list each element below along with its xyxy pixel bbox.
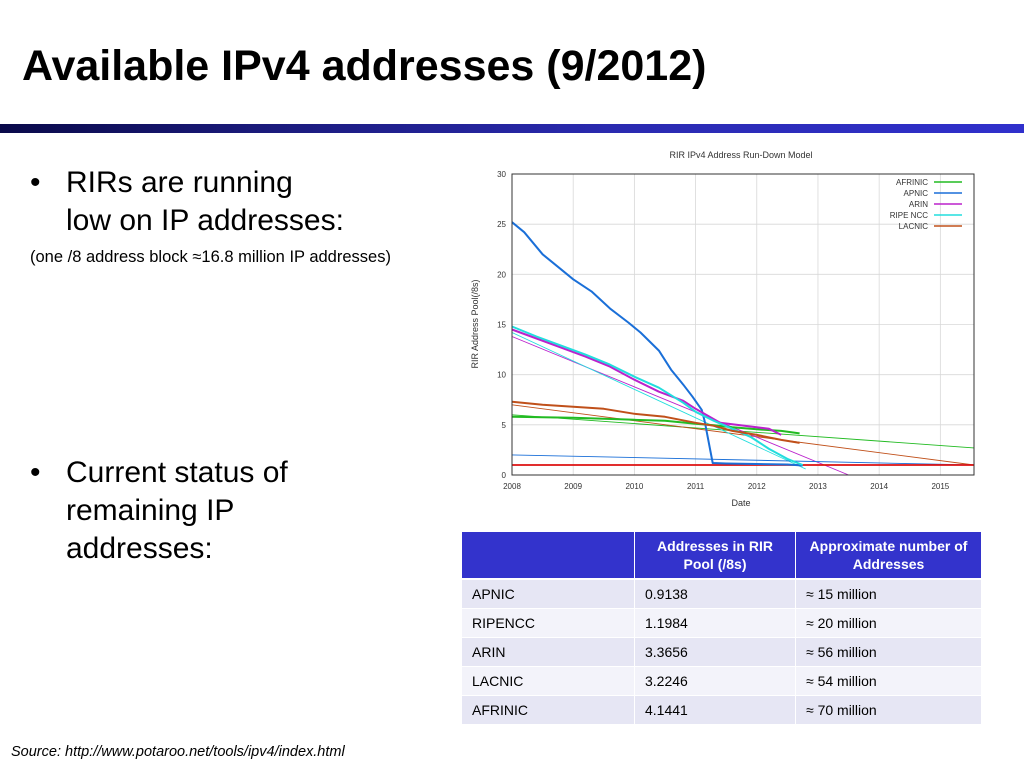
bullet-line: RIRs are running [66, 166, 293, 199]
table-row: ARIN 3.3656 ≈ 56 million [462, 637, 982, 667]
x-axis-label: Date [731, 498, 750, 508]
x-tick-label: 2008 [503, 482, 521, 491]
cell-approx: ≈ 15 million [795, 579, 982, 609]
bullet-line: low on IP addresses: [66, 204, 344, 237]
cell-rir: APNIC [462, 579, 635, 609]
table-row: LACNIC 3.2246 ≈ 54 million [462, 666, 982, 696]
title-divider [0, 124, 1024, 133]
chart-series [511, 221, 804, 467]
projection-line [511, 404, 975, 466]
table-header-row: Addresses in RIR Pool (/8s) Approximate … [462, 532, 982, 580]
source-citation: Source: http://www.potaroo.net/tools/ipv… [11, 744, 345, 760]
bullet-text: Current status of remaining IP addresses… [66, 454, 288, 568]
cell-approx: ≈ 56 million [795, 637, 982, 667]
cell-pool: 0.9138 [634, 579, 796, 609]
x-tick-label: 2013 [809, 482, 827, 491]
rir-status-table: Addresses in RIR Pool (/8s) Approximate … [462, 532, 982, 725]
bullet-marker: • [30, 166, 41, 199]
legend-label: LACNIC [899, 222, 929, 231]
y-tick-label: 25 [497, 220, 506, 229]
legend-label: RIPE NCC [890, 211, 928, 220]
cell-rir: ARIN [462, 637, 635, 667]
bullet-line: Current status of [66, 456, 288, 489]
cell-pool: 3.2246 [634, 666, 796, 696]
series-line-lacnic [511, 400, 800, 444]
chart-legend: AFRINIC APNIC ARIN RIPE NCC LACNIC [890, 178, 962, 231]
cell-rir: RIPENCC [462, 608, 635, 638]
x-tick-label: 2010 [625, 482, 643, 491]
legend-label: AFRINIC [896, 178, 928, 187]
ipv4-rundown-chart: RIR IPv4 Address Run-Down Model 0 5 10 15 20… [470, 150, 975, 508]
cell-pool: 4.1441 [634, 695, 796, 725]
x-tick-label: 2015 [931, 482, 949, 491]
chart-projection-lines [511, 332, 975, 476]
cell-approx: ≈ 20 million [795, 608, 982, 638]
bullet-text: RIRs are running low on IP addresses: [66, 164, 344, 240]
table-row: AFRINIC 4.1441 ≈ 70 million [462, 695, 982, 725]
cell-approx: ≈ 70 million [795, 695, 982, 725]
y-tick-label: 0 [502, 471, 507, 480]
cell-rir: AFRINIC [462, 695, 635, 725]
bullet-line: addresses: [66, 532, 213, 565]
chart-tick-labels: 0 5 10 15 20 25 30 2008 2009 2010 2011 2012 2013 2014… [497, 170, 950, 491]
address-block-note: (one /8 address block ≈16.8 million IP a… [30, 248, 391, 266]
column-header-rir [462, 532, 635, 580]
y-axis-label: RIR Address Pool(/8s) [470, 279, 480, 368]
y-tick-label: 30 [497, 170, 506, 179]
bullet-marker: • [30, 456, 41, 489]
y-tick-label: 15 [497, 321, 506, 330]
projection-line [511, 332, 806, 470]
legend-label: ARIN [909, 200, 928, 209]
x-tick-label: 2012 [748, 482, 766, 491]
x-tick-label: 2014 [870, 482, 888, 491]
projection-line [511, 336, 849, 476]
cell-pool: 1.1984 [634, 608, 796, 638]
legend-label: APNIC [904, 189, 929, 198]
y-tick-label: 10 [497, 371, 506, 380]
projection-line [511, 454, 975, 466]
table-row: RIPENCC 1.1984 ≈ 20 million [462, 608, 982, 638]
plot-frame [511, 173, 975, 476]
series-line-apnic [511, 221, 803, 467]
x-tick-label: 2011 [687, 482, 705, 491]
cell-rir: LACNIC [462, 666, 635, 696]
series-line-afrinic [511, 415, 800, 435]
y-tick-label: 20 [497, 270, 506, 279]
bullet-line: remaining IP [66, 494, 235, 527]
x-tick-label: 2009 [564, 482, 582, 491]
series-line-arin [511, 328, 782, 436]
column-header-approx: Approximate number of Addresses [795, 532, 982, 580]
chart-title: RIR IPv4 Address Run-Down Model [669, 150, 812, 160]
cell-approx: ≈ 54 million [795, 666, 982, 696]
cell-pool: 3.3656 [634, 637, 796, 667]
y-tick-label: 5 [502, 421, 507, 430]
slide-title: Available IPv4 addresses (9/2012) [22, 42, 707, 90]
series-line-ripe-ncc [511, 325, 804, 466]
column-header-pool: Addresses in RIR Pool (/8s) [634, 532, 796, 580]
table-row: APNIC 0.9138 ≈ 15 million [462, 579, 982, 609]
